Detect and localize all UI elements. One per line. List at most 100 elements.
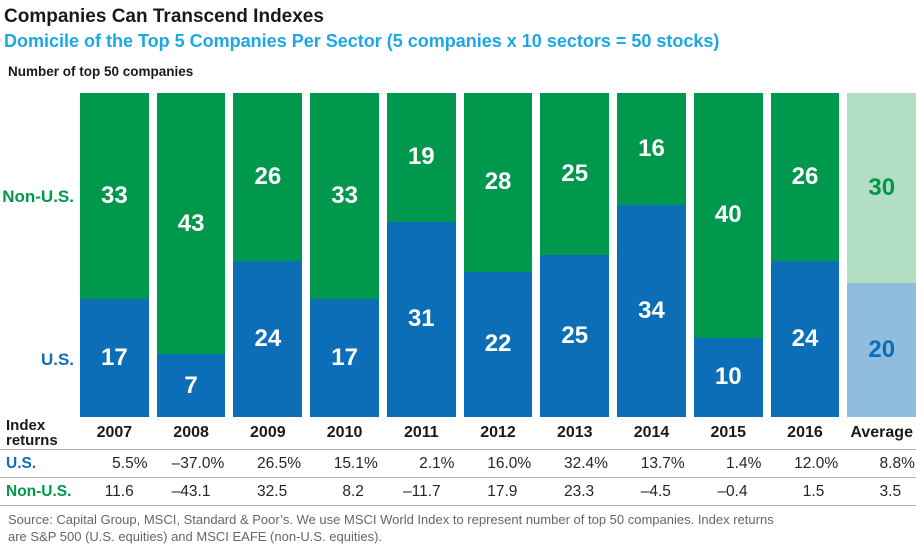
non-us-segment: 33 xyxy=(80,93,149,300)
us-return-value: 12.0% xyxy=(794,454,839,472)
bar-2013: 25 25 xyxy=(540,93,610,417)
chart-subtitle: Domicile of the Top 5 Companies Per Sect… xyxy=(4,31,720,51)
us-row-label: U.S. xyxy=(6,454,37,472)
non-us-segment: 26 xyxy=(770,93,840,261)
non-us-return-value: 3.5 xyxy=(879,482,902,500)
us-segment: 10 xyxy=(693,337,763,417)
non-us-value-label: 26 xyxy=(254,162,282,190)
year-label: Average xyxy=(850,424,913,441)
us-return-value: 13.7% xyxy=(640,454,685,472)
us-value-label: 17 xyxy=(331,344,358,372)
percent-suffix: % xyxy=(670,454,685,472)
non-us-segment: 19 xyxy=(386,93,456,222)
percent-suffix: % xyxy=(363,454,378,472)
non-us-return-value: 32.5 xyxy=(257,482,288,500)
non-us-value-label: 28 xyxy=(484,168,512,196)
non-us-return-value: 17.9 xyxy=(487,482,518,500)
non-us-value-label: 30 xyxy=(868,173,896,201)
percent-suffix: % xyxy=(824,454,839,472)
bar-2015: 40 10 xyxy=(693,93,763,417)
percent-suffix: % xyxy=(747,454,762,472)
us-segment: 20 xyxy=(847,282,916,417)
year-label: 2013 xyxy=(556,424,593,441)
us-value-label: 31 xyxy=(407,305,435,333)
non-us-value-label: 25 xyxy=(561,160,589,187)
us-return-value: 2.1% xyxy=(419,454,455,472)
non-us-row-label: Non-U.S. xyxy=(6,482,72,500)
non-us-value-label: 40 xyxy=(714,201,742,229)
non-us-segment: 28 xyxy=(463,93,533,272)
percent-suffix: % xyxy=(133,454,148,472)
non-us-segment: 43 xyxy=(156,93,226,355)
us-value-label: 24 xyxy=(791,324,819,352)
us-segment: 22 xyxy=(463,271,533,417)
year-label: 2009 xyxy=(250,424,286,441)
non-us-segment: 25 xyxy=(540,93,610,255)
bar-2016: 26 24 xyxy=(770,93,840,417)
us-segment: 17 xyxy=(80,299,149,417)
non-us-segment: 40 xyxy=(693,93,763,338)
year-label: 2007 xyxy=(96,424,133,441)
year-label: 2012 xyxy=(480,424,516,441)
y-axis-caption: Number of top 50 companies xyxy=(8,64,194,79)
us-segment: 24 xyxy=(233,260,303,417)
us-return-value: 5.5% xyxy=(112,454,148,472)
non-us-return-value: –0.4 xyxy=(717,482,748,500)
non-us-value-label: 33 xyxy=(101,182,128,210)
non-us-return-value: 1.5 xyxy=(802,482,825,500)
us-segment: 7 xyxy=(156,354,226,417)
percent-suffix: % xyxy=(287,454,301,472)
percent-suffix: % xyxy=(594,454,608,472)
percent-suffix: % xyxy=(517,454,532,472)
bar-average: 30 20 xyxy=(847,93,916,417)
non-us-value-label: 33 xyxy=(331,182,358,210)
axis-label-gutter: Non-U.S. U.S. xyxy=(0,93,80,417)
legend-non-us-label: Non-U.S. xyxy=(2,187,74,206)
us-value-label: 20 xyxy=(868,335,896,363)
us-segment: 17 xyxy=(310,299,379,417)
us-value-label: 34 xyxy=(638,297,665,325)
non-us-return-value: –11.7 xyxy=(403,482,441,500)
nonus-return-cells: 11.6 –43.1 32.5 8.2 –11.7 17.9 23.3 –4.5 –0.4 1.5… xyxy=(80,478,916,505)
us-value-label: 25 xyxy=(561,322,589,349)
us-segment: 25 xyxy=(540,255,610,417)
non-us-segment: 26 xyxy=(233,93,303,261)
us-return-cells: 5.5% –37.0% 26.5% 15.1% 2.1% 16.0% 32.4% 13.7% 1… xyxy=(80,450,916,477)
non-us-return-value: 8.2 xyxy=(342,482,364,500)
bars: 33 17 43 7 26 24 33 17 19 31 28 22 25 25 16 34 40 10 26 24 3… xyxy=(80,93,916,417)
year-label: 2010 xyxy=(326,424,363,441)
non-us-segment: 16 xyxy=(617,93,686,206)
us-segment: 31 xyxy=(386,221,456,417)
non-us-segment: 30 xyxy=(847,93,916,283)
bar-2009: 26 24 xyxy=(233,93,303,417)
us-return-value: 26.5% xyxy=(257,454,301,472)
us-return-value: –37.0% xyxy=(171,454,225,472)
non-us-value-label: 26 xyxy=(791,162,819,190)
us-value-label: 10 xyxy=(714,363,742,391)
non-us-return-value: 11.6 xyxy=(104,482,134,500)
non-us-return-value: –4.5 xyxy=(640,482,671,500)
percent-suffix: % xyxy=(440,454,455,472)
percent-suffix: % xyxy=(210,454,225,472)
year-cells: 2007 2008 2009 2010 2011 2012 2013 2014 2015 2016… xyxy=(80,417,916,449)
year-label: 2016 xyxy=(787,424,823,441)
year-label: 2011 xyxy=(403,424,439,441)
stacked-bar-chart: Non-U.S. U.S. 33 17 43 7 26 24 33 17 19 31 28 22 25 2… xyxy=(0,93,916,417)
year-label: 2014 xyxy=(633,424,670,441)
non-us-return-value: –43.1 xyxy=(171,482,211,500)
us-return-value: 8.8% xyxy=(879,454,915,472)
source-note-line-1: Source: Capital Group, MSCI, Standard & … xyxy=(8,512,774,527)
non-us-returns-row: Non-U.S. 11.6 –43.1 32.5 8.2 –11.7 17.9 23.3 –4… xyxy=(0,478,916,506)
bar-2008: 43 7 xyxy=(156,93,226,417)
non-us-segment: 33 xyxy=(310,93,379,300)
source-note: Source: Capital Group, MSCI, Standard & … xyxy=(8,511,910,545)
year-label: 2015 xyxy=(710,424,747,441)
bar-2012: 28 22 xyxy=(463,93,533,417)
us-value-label: 17 xyxy=(101,344,128,372)
us-segment: 24 xyxy=(770,260,840,417)
bar-2010: 33 17 xyxy=(310,93,379,417)
us-return-value: 1.4% xyxy=(726,454,762,472)
non-us-value-label: 16 xyxy=(638,135,665,163)
row-header: Index returns xyxy=(6,417,58,449)
bar-2007: 33 17 xyxy=(80,93,149,417)
